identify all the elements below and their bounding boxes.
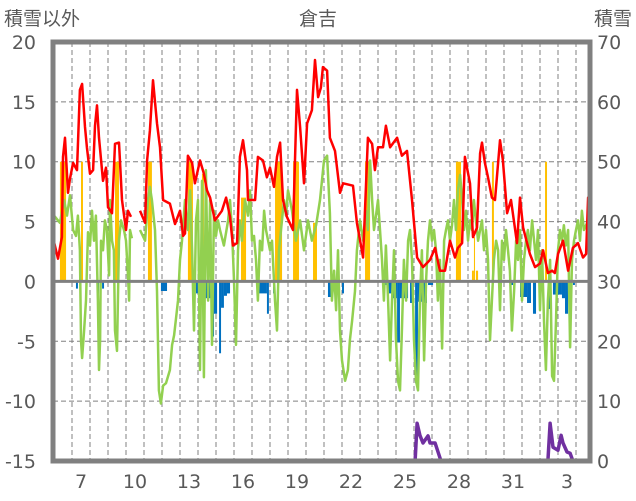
blue-bar bbox=[572, 281, 575, 286]
green-line bbox=[53, 154, 591, 405]
left-axis-label: 積雪以外 bbox=[4, 8, 80, 30]
blue-bar bbox=[527, 281, 531, 303]
x-tick-label: 22 bbox=[339, 471, 363, 493]
left-tick-label: -5 bbox=[17, 331, 36, 353]
blue-bar bbox=[214, 281, 218, 314]
right-tick-label: 60 bbox=[597, 92, 621, 114]
blue-bar bbox=[75, 281, 78, 289]
left-y-ticks: 20 15 10 5 0 -5 -10 -15 bbox=[5, 32, 36, 473]
blue-bar bbox=[219, 281, 222, 354]
orange-bar bbox=[241, 197, 247, 282]
orange-bar bbox=[455, 161, 461, 282]
x-tick-label: 3 bbox=[561, 471, 573, 493]
orange-bar bbox=[81, 161, 83, 282]
orange-bar bbox=[115, 161, 119, 282]
orange-bar bbox=[471, 270, 474, 282]
orange-bar bbox=[147, 161, 152, 282]
orange-bar bbox=[475, 270, 479, 282]
left-tick-label: 0 bbox=[24, 271, 36, 293]
blue-bar bbox=[223, 281, 227, 296]
x-tick-label: 19 bbox=[285, 471, 309, 493]
orange-bar bbox=[275, 161, 283, 282]
x-tick-label: 10 bbox=[123, 471, 147, 493]
blue-bar bbox=[259, 281, 267, 294]
blue-bar bbox=[327, 281, 332, 297]
left-tick-label: 15 bbox=[12, 92, 36, 114]
x-ticks: 7 10 13 16 19 22 25 28 31 3 bbox=[75, 471, 573, 493]
right-y-ticks: 70 60 50 40 30 20 10 0 bbox=[597, 32, 621, 473]
left-tick-label: -10 bbox=[5, 391, 36, 413]
right-tick-label: 40 bbox=[597, 212, 621, 234]
blue-bar bbox=[561, 281, 566, 299]
orange-bar bbox=[491, 161, 494, 282]
x-tick-label: 25 bbox=[393, 471, 417, 493]
orange-bar bbox=[545, 161, 548, 282]
left-tick-label: 10 bbox=[12, 152, 36, 174]
red-line bbox=[52, 58, 592, 275]
x-tick-label: 31 bbox=[501, 471, 525, 493]
right-axis-label: 積雪 bbox=[594, 8, 632, 30]
right-tick-label: 30 bbox=[597, 271, 621, 293]
snow-depth bbox=[54, 421, 592, 463]
blue-bar bbox=[532, 281, 537, 314]
x-tick-label: 13 bbox=[177, 471, 201, 493]
blue-bar bbox=[226, 281, 231, 294]
right-tick-label: 70 bbox=[597, 32, 621, 54]
blue-bar bbox=[387, 281, 393, 294]
x-tick-label: 16 bbox=[231, 471, 255, 493]
plot-frame bbox=[50, 39, 593, 464]
blue-bar bbox=[397, 281, 400, 343]
right-tick-label: 50 bbox=[597, 152, 621, 174]
orange-bar bbox=[313, 222, 317, 282]
left-tick-label: 5 bbox=[24, 212, 36, 234]
x-tick-label: 7 bbox=[75, 471, 87, 493]
left-tick-label: 20 bbox=[12, 32, 36, 54]
orange-bar bbox=[473, 237, 476, 282]
right-tick-label: 0 bbox=[597, 451, 609, 473]
chart-title: 倉吉 bbox=[299, 8, 337, 30]
right-tick-label: 10 bbox=[597, 391, 621, 413]
orange-bar bbox=[293, 161, 299, 282]
left-tick-label: -15 bbox=[5, 451, 36, 473]
blue-bar bbox=[565, 281, 569, 314]
blue-bar bbox=[415, 281, 418, 384]
blue-bar bbox=[266, 281, 269, 314]
blue-bar bbox=[410, 281, 413, 303]
blue-bar bbox=[428, 281, 434, 286]
gridlines bbox=[53, 42, 590, 461]
blue-bar bbox=[342, 281, 344, 294]
blue-bar bbox=[221, 281, 224, 308]
right-tick-label: 20 bbox=[597, 331, 621, 353]
blue-bar bbox=[102, 281, 105, 289]
blue-bar bbox=[160, 281, 168, 292]
x-tick-label: 28 bbox=[447, 471, 471, 493]
